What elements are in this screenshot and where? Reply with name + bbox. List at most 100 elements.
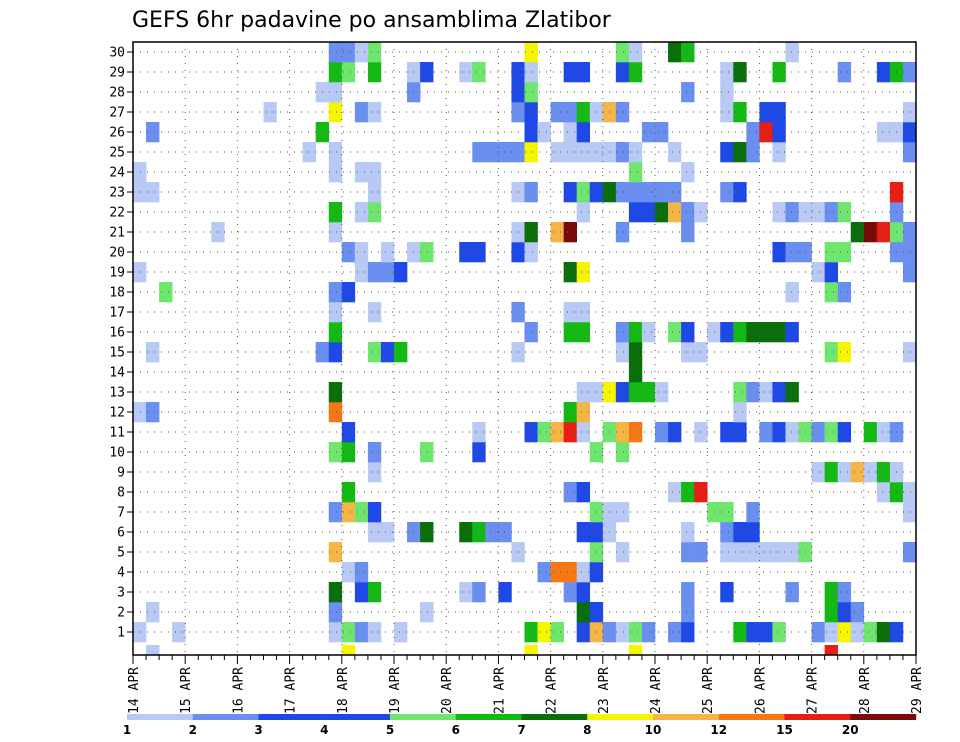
y-tick-label: 1 [117, 626, 125, 641]
x-tick-label: 28 APR [858, 667, 873, 714]
heatmap-cell [628, 382, 643, 403]
heatmap-cell [811, 202, 825, 223]
heatmap-cell [341, 422, 356, 443]
heatmap-cell [354, 102, 369, 123]
heatmap-cell [785, 582, 799, 603]
heatmap-cell [733, 542, 747, 563]
heatmap-cell [837, 202, 852, 223]
heatmap-cell [681, 482, 695, 503]
heatmap-cell [367, 442, 382, 463]
heatmap-cell [498, 142, 512, 163]
heatmap-cell [354, 582, 369, 603]
heatmap-cell [615, 342, 630, 363]
heatmap-cell [576, 262, 591, 283]
x-tick-label: 15 APR [179, 667, 194, 714]
heatmap-cell [720, 182, 734, 203]
y-tick-label: 10 [109, 446, 125, 461]
heatmap-cell [537, 422, 551, 443]
heatmap-cell [524, 42, 538, 63]
colorbar-label: 7 [517, 723, 525, 737]
x-tick-label: 14 APR [127, 667, 142, 714]
heatmap-cell [759, 322, 773, 343]
heatmap-cell [367, 102, 382, 123]
heatmap-cell [824, 282, 838, 303]
heatmap-cell [589, 382, 604, 403]
heatmap-cell [641, 622, 656, 643]
heatmap-cell [146, 122, 160, 143]
heatmap-cell [837, 422, 852, 443]
heatmap-cell [759, 382, 773, 403]
heatmap-cell [824, 242, 838, 263]
heatmap-cell [772, 122, 786, 143]
heatmap-cell [785, 42, 799, 63]
heatmap-cell [563, 262, 577, 283]
y-tick-label: 13 [109, 386, 125, 401]
heatmap-cell [133, 162, 147, 183]
heatmap-cell [302, 142, 316, 163]
colorbar-label: 8 [583, 723, 591, 737]
heatmap-cell [785, 202, 799, 223]
heatmap-cell [759, 622, 773, 643]
heatmap-cell [902, 102, 917, 123]
heatmap-cell [615, 442, 630, 463]
heatmap-cell [524, 322, 538, 343]
heatmap-cell [615, 102, 630, 123]
chart-title: GEFS 6hr padavine po ansamblima Zlatibor [132, 8, 612, 33]
heatmap-cell [902, 502, 917, 523]
heatmap-cell [681, 222, 695, 243]
heatmap-cell [537, 122, 551, 143]
heatmap-cell [341, 645, 356, 655]
colorbar-label: 3 [254, 723, 262, 737]
heatmap-cell [615, 502, 630, 523]
heatmap-cell [328, 442, 343, 463]
heatmap-cell [746, 122, 760, 143]
heatmap-cell [550, 142, 564, 163]
heatmap-cell [615, 62, 630, 83]
heatmap-cell [772, 542, 786, 563]
x-tick-label: 24 APR [649, 667, 664, 714]
heatmap-cell [367, 622, 382, 643]
y-tick-label: 14 [109, 366, 125, 381]
heatmap-cell [733, 522, 747, 543]
heatmap-cell [772, 382, 786, 403]
heatmap-cell [772, 202, 786, 223]
heatmap-cell [759, 542, 773, 563]
heatmap-cell [681, 582, 695, 603]
heatmap-cell [328, 582, 343, 603]
heatmap-cell [524, 645, 538, 655]
colorbar-swatch [455, 714, 522, 720]
heatmap-cell [902, 342, 917, 363]
heatmap-cell [524, 142, 538, 163]
heatmap-cell [733, 422, 747, 443]
heatmap-cell [681, 202, 695, 223]
heatmap-cell [133, 402, 147, 423]
heatmap-cell [746, 322, 760, 343]
heatmap-cell [746, 542, 760, 563]
heatmap-cell [328, 302, 343, 323]
heatmap-cell [485, 522, 499, 543]
heatmap-cell [837, 342, 852, 363]
heatmap-cell [785, 282, 799, 303]
heatmap-cell [576, 142, 591, 163]
heatmap-cell [720, 322, 734, 343]
y-tick-label: 2 [117, 606, 125, 621]
heatmap-cell [902, 242, 917, 263]
heatmap-cell [524, 222, 538, 243]
heatmap-cell [615, 622, 630, 643]
heatmap-cell [328, 542, 343, 563]
heatmap-cell [459, 582, 473, 603]
heatmap-cell [733, 382, 747, 403]
heatmap-cell [641, 382, 656, 403]
heatmap-cell [876, 222, 891, 243]
colorbar-swatch [653, 714, 719, 720]
heatmap-cell [837, 582, 852, 603]
heatmap-cell [824, 202, 838, 223]
y-tick-label: 28 [109, 86, 125, 101]
heatmap-cell [615, 142, 630, 163]
heatmap-cell [811, 422, 825, 443]
heatmap-cell [720, 582, 734, 603]
heatmap-cell [863, 222, 878, 243]
y-tick-label: 20 [109, 246, 125, 261]
heatmap-cell [354, 202, 369, 223]
